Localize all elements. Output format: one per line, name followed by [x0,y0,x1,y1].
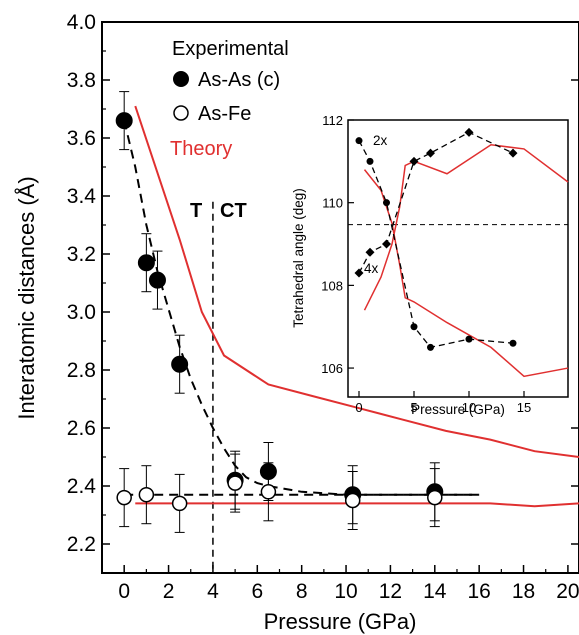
main-plot-frame [101,21,579,574]
y-tick-label: 2.2 [67,533,96,556]
x-tick-label: 0 [118,580,130,603]
theory-line-2 [134,105,579,458]
inset-y-tick-label: 106 [321,361,343,376]
as-fe-point [344,492,361,509]
y-tick-label: 3.8 [67,69,96,92]
inset-x-tick-label: 5 [410,400,417,415]
inset-2x-point [509,339,517,347]
inset-series-layer [354,127,569,378]
inset-theory-line-3 [363,144,569,311]
y-tick-label: 3.4 [67,185,97,208]
main-x-tick-labels: 0 2 4 6 8 10 12 14 16 18 20 [118,580,579,603]
as-as-point [171,355,189,373]
inset-2x-point [465,335,473,343]
inset-annotation-4x: 4x [364,261,379,276]
inset-4x-point [426,148,435,158]
inset-4x-point [365,247,375,257]
inset-y-tick-label: 108 [321,278,343,293]
inset-background [348,120,578,397]
y-tick-label: 3.6 [67,127,96,150]
x-tick-label: 6 [251,580,263,603]
legend-marker-as-fe [173,105,189,121]
as-fe-point [138,486,155,503]
y-tick-label: 2.6 [67,417,96,440]
inset-2x-point [383,199,390,207]
as-as-point [115,112,133,130]
as-as-point [137,254,155,272]
legend-label-theory: Theory [170,138,232,160]
legend-title: Experimental [172,38,289,60]
as-as-point [148,271,166,289]
inset-x-axis-title: Pressure (GPa) [411,402,505,417]
y-tick-label: 2.4 [67,475,97,498]
main-series-layer [115,91,579,533]
inset-x-tick-labels: 0 5 10 15 [355,400,531,415]
annotation-ct: CT [220,200,247,222]
x-tick-label: 4 [207,580,219,603]
x-tick-label: 10 [334,580,357,603]
y-tick-label: 2.8 [67,359,96,382]
inset-x-tick-label: 10 [462,400,476,415]
x-tick-label: 18 [512,580,535,603]
y-tick-label: 3.2 [67,243,96,266]
main-y-tick-labels: 2.2 2.4 2.6 2.8 3.0 3.2 3.4 3.6 3.8 4.0 [67,11,97,556]
inset-2x-point [355,137,363,145]
x-tick-label: 20 [556,580,579,603]
y-tick-label: 3.0 [67,301,96,324]
x-tick-label: 16 [467,580,490,603]
inset-4x-point [409,156,419,166]
as-fe-point [260,484,277,500]
inset-4x-point [464,127,474,137]
inset-2x-point [427,343,434,351]
as-fe-point [171,495,188,512]
x-axis-title: Pressure (GPa) [264,609,417,634]
annotation-t: T [190,200,202,222]
inset-4x-point [354,268,364,278]
inset-ticks [348,119,525,397]
y-axis-title: Interatomic distances (Å) [14,176,39,419]
inset-y-tick-label: 110 [322,196,343,211]
as-fe-point [227,475,243,491]
inset-2x-point [366,157,374,165]
legend-marker-as-as [173,71,189,87]
inset-x-tick-label: 0 [355,400,362,415]
inset-y-tick-label: 112 [322,113,343,128]
x-tick-label: 2 [163,580,175,603]
legend-label-as-as: As-As (c) [198,69,280,91]
as-fe-point [116,489,132,506]
inset-4x-point [382,239,391,249]
inset-theory-line-2 [363,169,569,378]
inset-y-axis-title: Tetrahedral angle (deg) [291,188,306,328]
as-fe-point [427,489,443,506]
inset-4x-point [508,148,518,158]
inset-x-tick-label: 15 [517,400,531,415]
y-tick-label: 4.0 [67,11,96,34]
x-tick-label: 12 [379,580,402,603]
x-tick-label: 8 [296,580,308,603]
x-tick-label: 14 [423,580,447,603]
legend-label-as-fe: As-Fe [198,103,251,125]
inset-plot-frame [347,119,569,398]
inset-annotation-2x: 2x [373,133,388,148]
legend: Experimental As-As (c) As-Fe Theory [170,38,289,160]
inset-y-tick-labels: 106 108 110 112 [321,113,343,376]
inset-2x-point [410,323,418,331]
